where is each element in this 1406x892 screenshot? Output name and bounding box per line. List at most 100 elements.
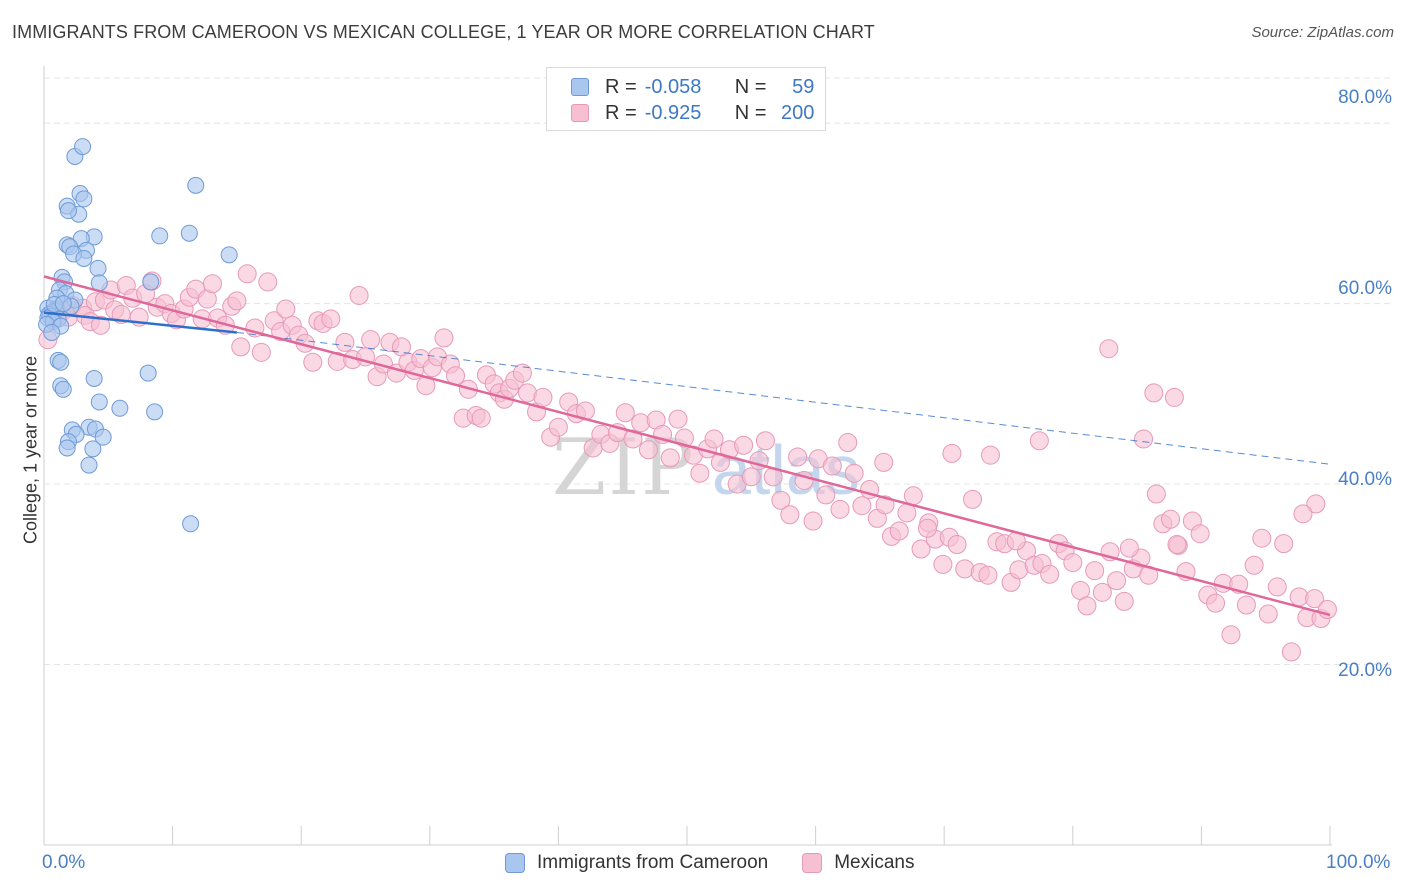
point-mexicans [1206, 593, 1226, 613]
point-cameroon [84, 440, 102, 458]
point-mexicans [1267, 577, 1287, 597]
point-mexicans [1305, 589, 1325, 609]
legend-row-cameroon: R = -0.058 N = 59 [571, 74, 814, 100]
point-cameroon [80, 456, 98, 474]
point-mexicans [335, 332, 355, 352]
y-tick-label-40: 40.0% [1338, 469, 1392, 490]
point-mexicans [1190, 524, 1210, 544]
trend-cameroon [43, 311, 238, 334]
point-mexicans [1164, 387, 1184, 407]
point-cameroon [74, 138, 92, 156]
point-mexicans [942, 443, 962, 463]
point-cameroon [90, 393, 108, 411]
point-mexicans [91, 315, 111, 335]
point-mexicans [1146, 484, 1166, 504]
point-mexicans [237, 264, 257, 284]
point-cameroon [59, 202, 77, 220]
point-mexicans [533, 387, 553, 407]
legend-swatch-blue [505, 853, 525, 873]
series-legend: Immigrants from Cameroon Mexicans [505, 852, 948, 874]
point-mexicans [1119, 538, 1139, 558]
point-mexicans [771, 490, 791, 510]
point-mexicans [1029, 431, 1049, 451]
point-mexicans [1161, 509, 1181, 529]
point-mexicans [897, 503, 917, 523]
point-mexicans [1281, 642, 1301, 662]
trend-lines [43, 275, 1331, 617]
point-mexicans [1236, 595, 1256, 615]
y-axis-label: College, 1 year or more [20, 355, 41, 545]
point-mexicans [321, 309, 341, 329]
point-mexicans [349, 285, 369, 305]
point-mexicans [830, 499, 850, 519]
point-mexicans [875, 495, 895, 515]
point-mexicans [780, 505, 800, 525]
point-cameroon [58, 439, 76, 457]
point-mexicans [852, 496, 872, 516]
point-cameroon [146, 403, 164, 421]
point-mexicans [980, 445, 1000, 465]
point-mexicans [911, 539, 931, 559]
point-mexicans [947, 535, 967, 555]
point-mexicans [471, 408, 491, 428]
point-mexicans [838, 433, 858, 453]
point-mexicans [631, 413, 651, 433]
legend-r-value: -0.058 [644, 75, 702, 98]
point-mexicans [361, 330, 381, 350]
point-mexicans [1040, 564, 1060, 584]
legend-n-label: N = [734, 101, 767, 124]
point-cameroon [89, 259, 107, 277]
point-mexicans [1317, 599, 1337, 619]
y-axis-label-wrap: College, 1 year or more [16, 330, 46, 570]
series-cameroon [38, 138, 238, 533]
point-mexicans [962, 489, 982, 509]
point-mexicans [874, 452, 894, 472]
point-mexicans [258, 272, 278, 292]
point-cameroon [54, 380, 72, 398]
legend-swatch-pink [802, 853, 823, 873]
chart-source: Source: ZipAtlas.com [1251, 24, 1394, 41]
point-cameroon [85, 369, 103, 387]
legend-r-label: R = [605, 75, 637, 98]
point-cameroon [142, 273, 160, 291]
point-mexicans [674, 428, 694, 448]
series-mexicans [38, 264, 1337, 662]
point-mexicans [638, 440, 658, 460]
point-cameroon [187, 176, 205, 194]
point-mexicans [276, 299, 296, 319]
point-mexicans [1274, 534, 1294, 554]
point-cameroon [151, 227, 169, 245]
y-tick-label-60: 60.0% [1338, 278, 1392, 299]
y-tick-label-20: 20.0% [1338, 660, 1392, 681]
point-cameroon [54, 295, 72, 313]
point-mexicans [734, 435, 754, 455]
point-cameroon [43, 323, 61, 341]
point-mexicans [1114, 591, 1134, 611]
legend-r-value: -0.925 [644, 101, 702, 124]
chart-title: IMMIGRANTS FROM CAMEROON VS MEXICAN COLL… [12, 22, 875, 42]
point-cameroon [180, 224, 198, 242]
point-mexicans [303, 352, 323, 372]
point-cameroon [75, 190, 93, 208]
point-mexicans [822, 456, 842, 476]
point-mexicans [741, 467, 761, 487]
point-mexicans [1092, 582, 1112, 602]
point-mexicans [1258, 604, 1278, 624]
point-mexicans [917, 518, 937, 538]
point-mexicans [803, 511, 823, 531]
point-mexicans [512, 363, 532, 383]
point-mexicans [704, 429, 724, 449]
point-mexicans [202, 274, 222, 294]
trend-mexicans [43, 275, 1331, 617]
point-mexicans [227, 291, 247, 311]
point-mexicans [816, 485, 836, 505]
legend-n-label: N = [734, 75, 767, 98]
point-mexicans [1144, 383, 1164, 403]
point-mexicans [251, 342, 271, 362]
y-tick-label-80: 80.0% [1338, 87, 1392, 108]
point-mexicans [615, 403, 635, 423]
point-mexicans [1167, 535, 1187, 555]
legend-n-value: 200 [781, 101, 815, 124]
point-mexicans [1293, 504, 1313, 524]
